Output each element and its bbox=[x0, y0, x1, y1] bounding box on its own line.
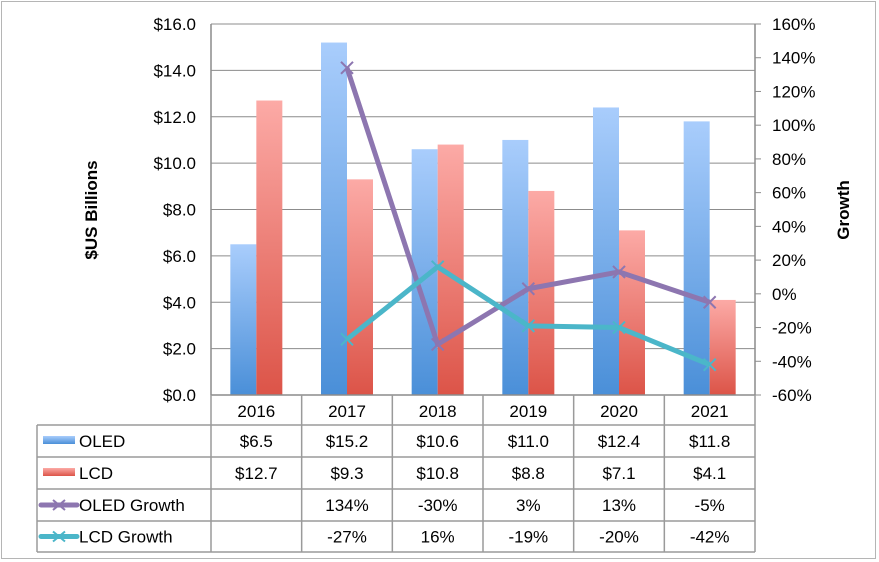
y2-tick-label: 160% bbox=[772, 15, 815, 34]
oled-bar bbox=[593, 107, 619, 395]
x-tick-label: 2021 bbox=[691, 402, 729, 421]
oled-bar bbox=[502, 139, 529, 395]
y2-tick-label: -60% bbox=[772, 386, 812, 405]
legend-key-lcd-growth bbox=[38, 530, 80, 543]
lcd-growth-marker bbox=[702, 357, 717, 372]
legend-marker bbox=[52, 499, 66, 511]
legend-key-oled bbox=[43, 436, 75, 444]
table-cell: $11.8 bbox=[689, 432, 730, 451]
oled-growth-marker bbox=[521, 282, 536, 296]
legend-label: LCD Growth bbox=[79, 528, 173, 547]
oled-growth-marker bbox=[340, 61, 354, 75]
oled-growth-marker bbox=[612, 265, 626, 279]
table-cell: -42% bbox=[690, 528, 730, 547]
table-cell: $8.8 bbox=[512, 464, 545, 483]
legend-key-lcd bbox=[43, 468, 75, 476]
y-tick-label: $6.0 bbox=[163, 247, 196, 266]
table-cell: 3% bbox=[516, 496, 541, 515]
oled-bar bbox=[683, 121, 710, 395]
x-tick-label: 2016 bbox=[237, 402, 275, 421]
y-axis-ticks: $0.0 $2.0 $4.0 $6.0 $8.0 $10.0 $12.0 $14.0 $16.0 bbox=[153, 15, 196, 405]
table-cell: -5% bbox=[695, 496, 725, 515]
y-tick-label: $0.0 bbox=[163, 386, 196, 405]
y-tick-label: $8.0 bbox=[163, 201, 196, 220]
table-cell: $10.8 bbox=[416, 464, 459, 483]
y-tick-label: $2.0 bbox=[163, 340, 196, 359]
growth-lines bbox=[340, 61, 717, 372]
legend-swatch bbox=[43, 436, 75, 444]
y-tick-label: $10.0 bbox=[153, 154, 196, 173]
table-cell: -30% bbox=[418, 496, 458, 515]
oled-growth-marker bbox=[430, 337, 445, 352]
lcd-bar bbox=[347, 179, 373, 395]
table-cell: $12.7 bbox=[235, 464, 278, 483]
legend-label: OLED Growth bbox=[79, 496, 185, 515]
legend-swatch bbox=[43, 468, 75, 476]
y2-axis-label: Growth bbox=[834, 180, 853, 240]
table-cell: $15.2 bbox=[326, 432, 369, 451]
y2-axis-ticks: -60% -40% -20% 0% 20% 40% 60% 80% 100% 120% 140% 16… bbox=[772, 15, 815, 405]
x-tick-label: 2020 bbox=[600, 402, 638, 421]
table-cell: 13% bbox=[602, 496, 636, 515]
table-cell: $6.5 bbox=[240, 432, 273, 451]
lcd-growth-marker bbox=[612, 320, 626, 335]
table-cell: $12.4 bbox=[598, 432, 641, 451]
lcd-bar bbox=[619, 230, 645, 395]
oled-growth-marker bbox=[702, 295, 717, 309]
table-cell: $9.3 bbox=[330, 464, 363, 483]
y-tick-label: $12.0 bbox=[153, 108, 196, 127]
table-cell: $7.1 bbox=[602, 464, 635, 483]
y-tick-label: $14.0 bbox=[153, 61, 196, 80]
y2-tick-label: -20% bbox=[772, 319, 812, 338]
table-cell: 16% bbox=[421, 528, 455, 547]
table-cell: 134% bbox=[325, 496, 368, 515]
x-tick-label: 2018 bbox=[419, 402, 457, 421]
legend-label: LCD bbox=[79, 464, 113, 483]
y2-tick-label: 80% bbox=[772, 150, 806, 169]
y2-tick-label: 20% bbox=[772, 251, 806, 270]
legend-key-oled-growth bbox=[38, 499, 80, 511]
lcd-growth-marker bbox=[340, 332, 354, 347]
y-tick-label: $16.0 bbox=[153, 15, 196, 34]
y2-tick-label: 100% bbox=[772, 116, 815, 135]
table-cell: $10.6 bbox=[416, 432, 459, 451]
table-cell: $11.0 bbox=[508, 432, 549, 451]
y-tick-label: $4.0 bbox=[163, 293, 196, 312]
table-cell: -20% bbox=[599, 528, 639, 547]
lcd-bar bbox=[256, 100, 283, 396]
lcd-bar bbox=[709, 299, 736, 395]
table-cell: -27% bbox=[327, 528, 367, 547]
x-tick-label: 2017 bbox=[328, 402, 366, 421]
y2-tick-label: 120% bbox=[772, 82, 815, 101]
lcd-growth-marker bbox=[521, 319, 536, 333]
x-tick-label: 2019 bbox=[509, 402, 547, 421]
table-cell: $4.1 bbox=[693, 464, 726, 483]
y-axis-label: $US Billions bbox=[82, 160, 101, 259]
y2-tick-label: 60% bbox=[772, 184, 806, 203]
y2-tick-label: 140% bbox=[772, 49, 815, 68]
oled-bar bbox=[230, 244, 257, 395]
bars bbox=[230, 42, 736, 396]
y2-tick-label: 0% bbox=[772, 285, 797, 304]
y2-tick-label: 40% bbox=[772, 217, 806, 236]
legend-label: OLED bbox=[79, 432, 125, 451]
table-cell: -19% bbox=[508, 528, 548, 547]
y2-tick-label: -40% bbox=[772, 352, 812, 371]
lcd-growth-marker bbox=[430, 260, 445, 274]
data-table: 2016 2017 2018 2019 2020 2021 OLED $6.5 $15.2 $10… bbox=[36, 395, 756, 553]
legend-marker bbox=[52, 530, 66, 543]
gridlines bbox=[211, 23, 755, 350]
